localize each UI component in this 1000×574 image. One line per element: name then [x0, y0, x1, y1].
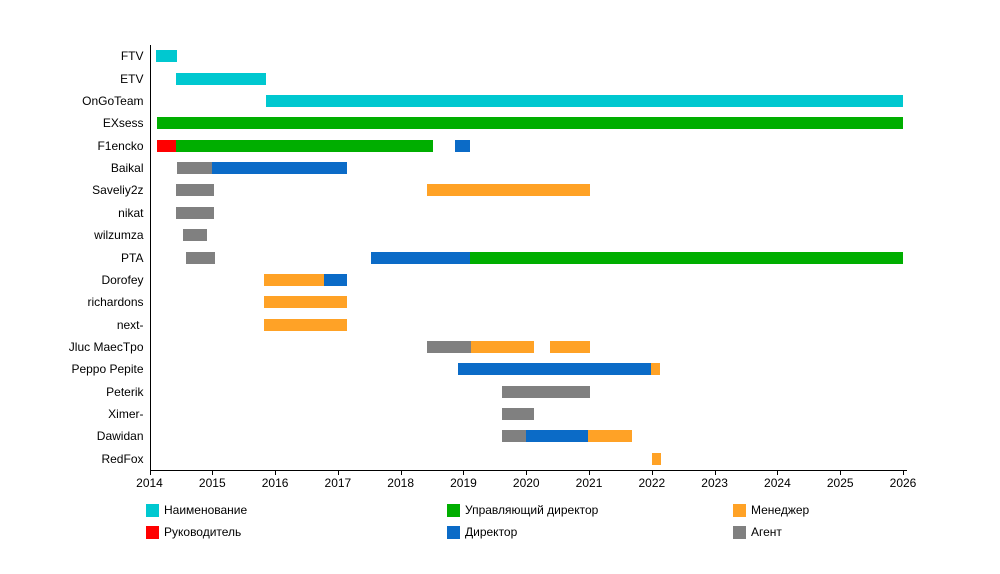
x-axis-tick [275, 471, 277, 475]
bar-segment [371, 251, 470, 264]
bar-segment [502, 385, 590, 398]
legend-swatch-director [447, 526, 460, 539]
x-axis-tick [212, 471, 214, 475]
bar-segment [427, 184, 590, 197]
x-axis-line [149, 470, 907, 471]
x-axis-tick [526, 471, 528, 475]
x-axis-tick-label: 2019 [450, 476, 477, 490]
row-label: Dawidan [96, 429, 144, 444]
row-label: Dorofey [101, 272, 144, 287]
legend-swatch-name [146, 504, 159, 517]
legend-label-agent: Агент [751, 525, 782, 539]
x-axis-tick [651, 471, 653, 475]
row-label: FTV [120, 49, 144, 64]
row-label: Baikal [110, 161, 144, 176]
x-axis-tick [589, 471, 591, 475]
x-axis-tick-label: 2021 [575, 476, 603, 490]
bar-segment [525, 430, 589, 443]
x-axis-tick [903, 471, 904, 475]
bar-segment [324, 273, 348, 286]
x-axis-tick [463, 471, 465, 475]
bar-segment [183, 229, 208, 242]
x-axis-tick-label: 2016 [261, 476, 289, 490]
x-axis-tick-label: 2014 [136, 476, 163, 490]
bar-segment [651, 363, 660, 376]
bar-segment [264, 296, 348, 309]
bar-segment [212, 162, 348, 175]
x-axis-tick [337, 471, 339, 475]
bar-segment [175, 139, 433, 152]
legend-swatch-md [447, 504, 460, 517]
legend-swatch-manager [733, 504, 746, 517]
row-label: Ximer- [108, 407, 144, 422]
legend-label-manager: Менеджер [751, 503, 810, 517]
row-label: RedFox [101, 451, 144, 466]
bar-segment [155, 50, 178, 63]
row-label: wilzumza [94, 228, 144, 243]
bar-segment [177, 162, 213, 175]
row-label: Saveliy2z [92, 183, 144, 198]
bar-segment [457, 363, 652, 376]
row-label: EXsess [102, 116, 144, 131]
row-label: OnGoTeam [82, 93, 144, 108]
legend-swatch-head [146, 526, 159, 539]
bar-segment [175, 72, 267, 85]
row-label: PTA [121, 250, 144, 265]
x-axis-tick-label: 2024 [764, 476, 791, 490]
bar-segment [264, 273, 325, 286]
bar-segment [427, 340, 471, 353]
x-axis-tick-label: 2023 [701, 476, 728, 490]
bar-segment [651, 452, 661, 465]
bar-segment [470, 340, 535, 353]
row-label: Peterik [106, 384, 144, 399]
bar-segment [185, 251, 215, 264]
legend-label-name: Наименование [164, 503, 248, 517]
row-label: ETV [120, 71, 144, 86]
x-axis-tick-label: 2015 [198, 476, 226, 490]
row-label: Jluc MaecTpo [68, 339, 144, 354]
legend-label-director: Директор [465, 525, 518, 539]
legend-swatch-agent [733, 526, 746, 539]
bar-segment [265, 94, 903, 107]
bar-segment [550, 340, 590, 353]
bar-segment [469, 251, 903, 264]
bar-segment [157, 117, 903, 130]
x-axis-tick [149, 471, 151, 475]
x-axis-tick-label: 2025 [826, 476, 854, 490]
x-axis-tick [777, 471, 779, 475]
row-label: richardons [87, 295, 144, 310]
row-label: Peppo Pepite [71, 362, 144, 377]
bar-segment [157, 139, 176, 152]
bar-segment [454, 139, 470, 152]
x-axis-tick-label: 2022 [638, 476, 666, 490]
bar-segment [502, 430, 526, 443]
bar-segment [175, 184, 214, 197]
bar-segment [264, 318, 348, 331]
bar-segment [502, 408, 535, 421]
legend-label-head: Руководитель [164, 525, 242, 539]
x-axis-tick-label: 2020 [512, 476, 540, 490]
row-label: nikat [118, 205, 144, 220]
legend-label-md: Управляющий директор [465, 503, 599, 517]
row-label: next- [116, 317, 144, 332]
row-label: F1encko [97, 138, 144, 153]
x-axis-tick [714, 471, 716, 475]
x-axis-tick [400, 471, 402, 475]
x-axis-tick-label: 2017 [324, 476, 352, 490]
x-axis-tick-label: 2026 [889, 476, 917, 490]
x-axis-tick [840, 471, 842, 475]
bar-segment [175, 206, 214, 219]
x-axis-tick-label: 2018 [387, 476, 415, 490]
bar-segment [588, 430, 632, 443]
y-axis-line [149, 45, 151, 470]
